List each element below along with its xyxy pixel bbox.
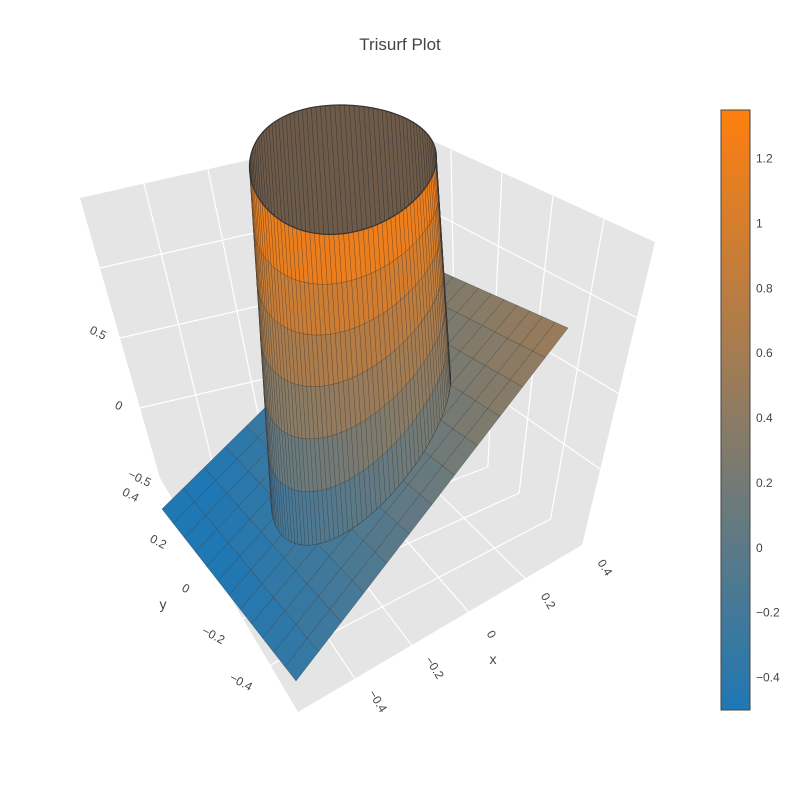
colorbar-tick-label: −0.4 <box>756 671 780 685</box>
y-tick-label: 0.2 <box>148 532 170 552</box>
y-axis-title: y <box>160 596 167 612</box>
colorbar-tick-label: 0.8 <box>756 281 773 295</box>
x-tick-label: 0.2 <box>538 590 559 612</box>
x-tick-label: 0 <box>484 628 500 641</box>
colorbar-tick-label: 1.2 <box>756 152 773 166</box>
colorbar-tick-label: 0.2 <box>756 476 773 490</box>
y-tick-label: −0.4 <box>227 670 255 694</box>
chart-title: Trisurf Plot <box>359 35 441 54</box>
colorbar-tick-label: −0.2 <box>756 606 780 620</box>
x-tick-label: 0.4 <box>595 557 616 579</box>
colorbar-ticks: −0.4 −0.2 0 0.2 0.4 0.6 0.8 1 1.2 <box>756 152 780 685</box>
x-axis-title: x <box>490 651 497 667</box>
z-tick-label: 0 <box>113 398 125 414</box>
colorbar: −0.4 −0.2 0 0.2 0.4 0.6 0.8 1 1.2 <box>720 109 780 711</box>
z-tick-label: 0.5 <box>88 323 109 343</box>
y-tick-label: −0.2 <box>200 624 228 648</box>
colorbar-gradient <box>720 109 751 711</box>
y-tick-label: 0 <box>180 581 193 597</box>
colorbar-tick-label: 0.4 <box>756 411 773 425</box>
colorbar-tick-label: 1 <box>756 217 763 231</box>
x-tick-label: −0.2 <box>422 654 447 682</box>
colorbar-tick-label: 0.6 <box>756 346 773 360</box>
x-tick-label: −0.4 <box>366 687 391 715</box>
trisurf-surface <box>161 104 569 682</box>
colorbar-tick-label: 0 <box>756 541 763 555</box>
cylinder-rim <box>248 104 438 236</box>
y-tick-label: 0.4 <box>120 485 142 505</box>
